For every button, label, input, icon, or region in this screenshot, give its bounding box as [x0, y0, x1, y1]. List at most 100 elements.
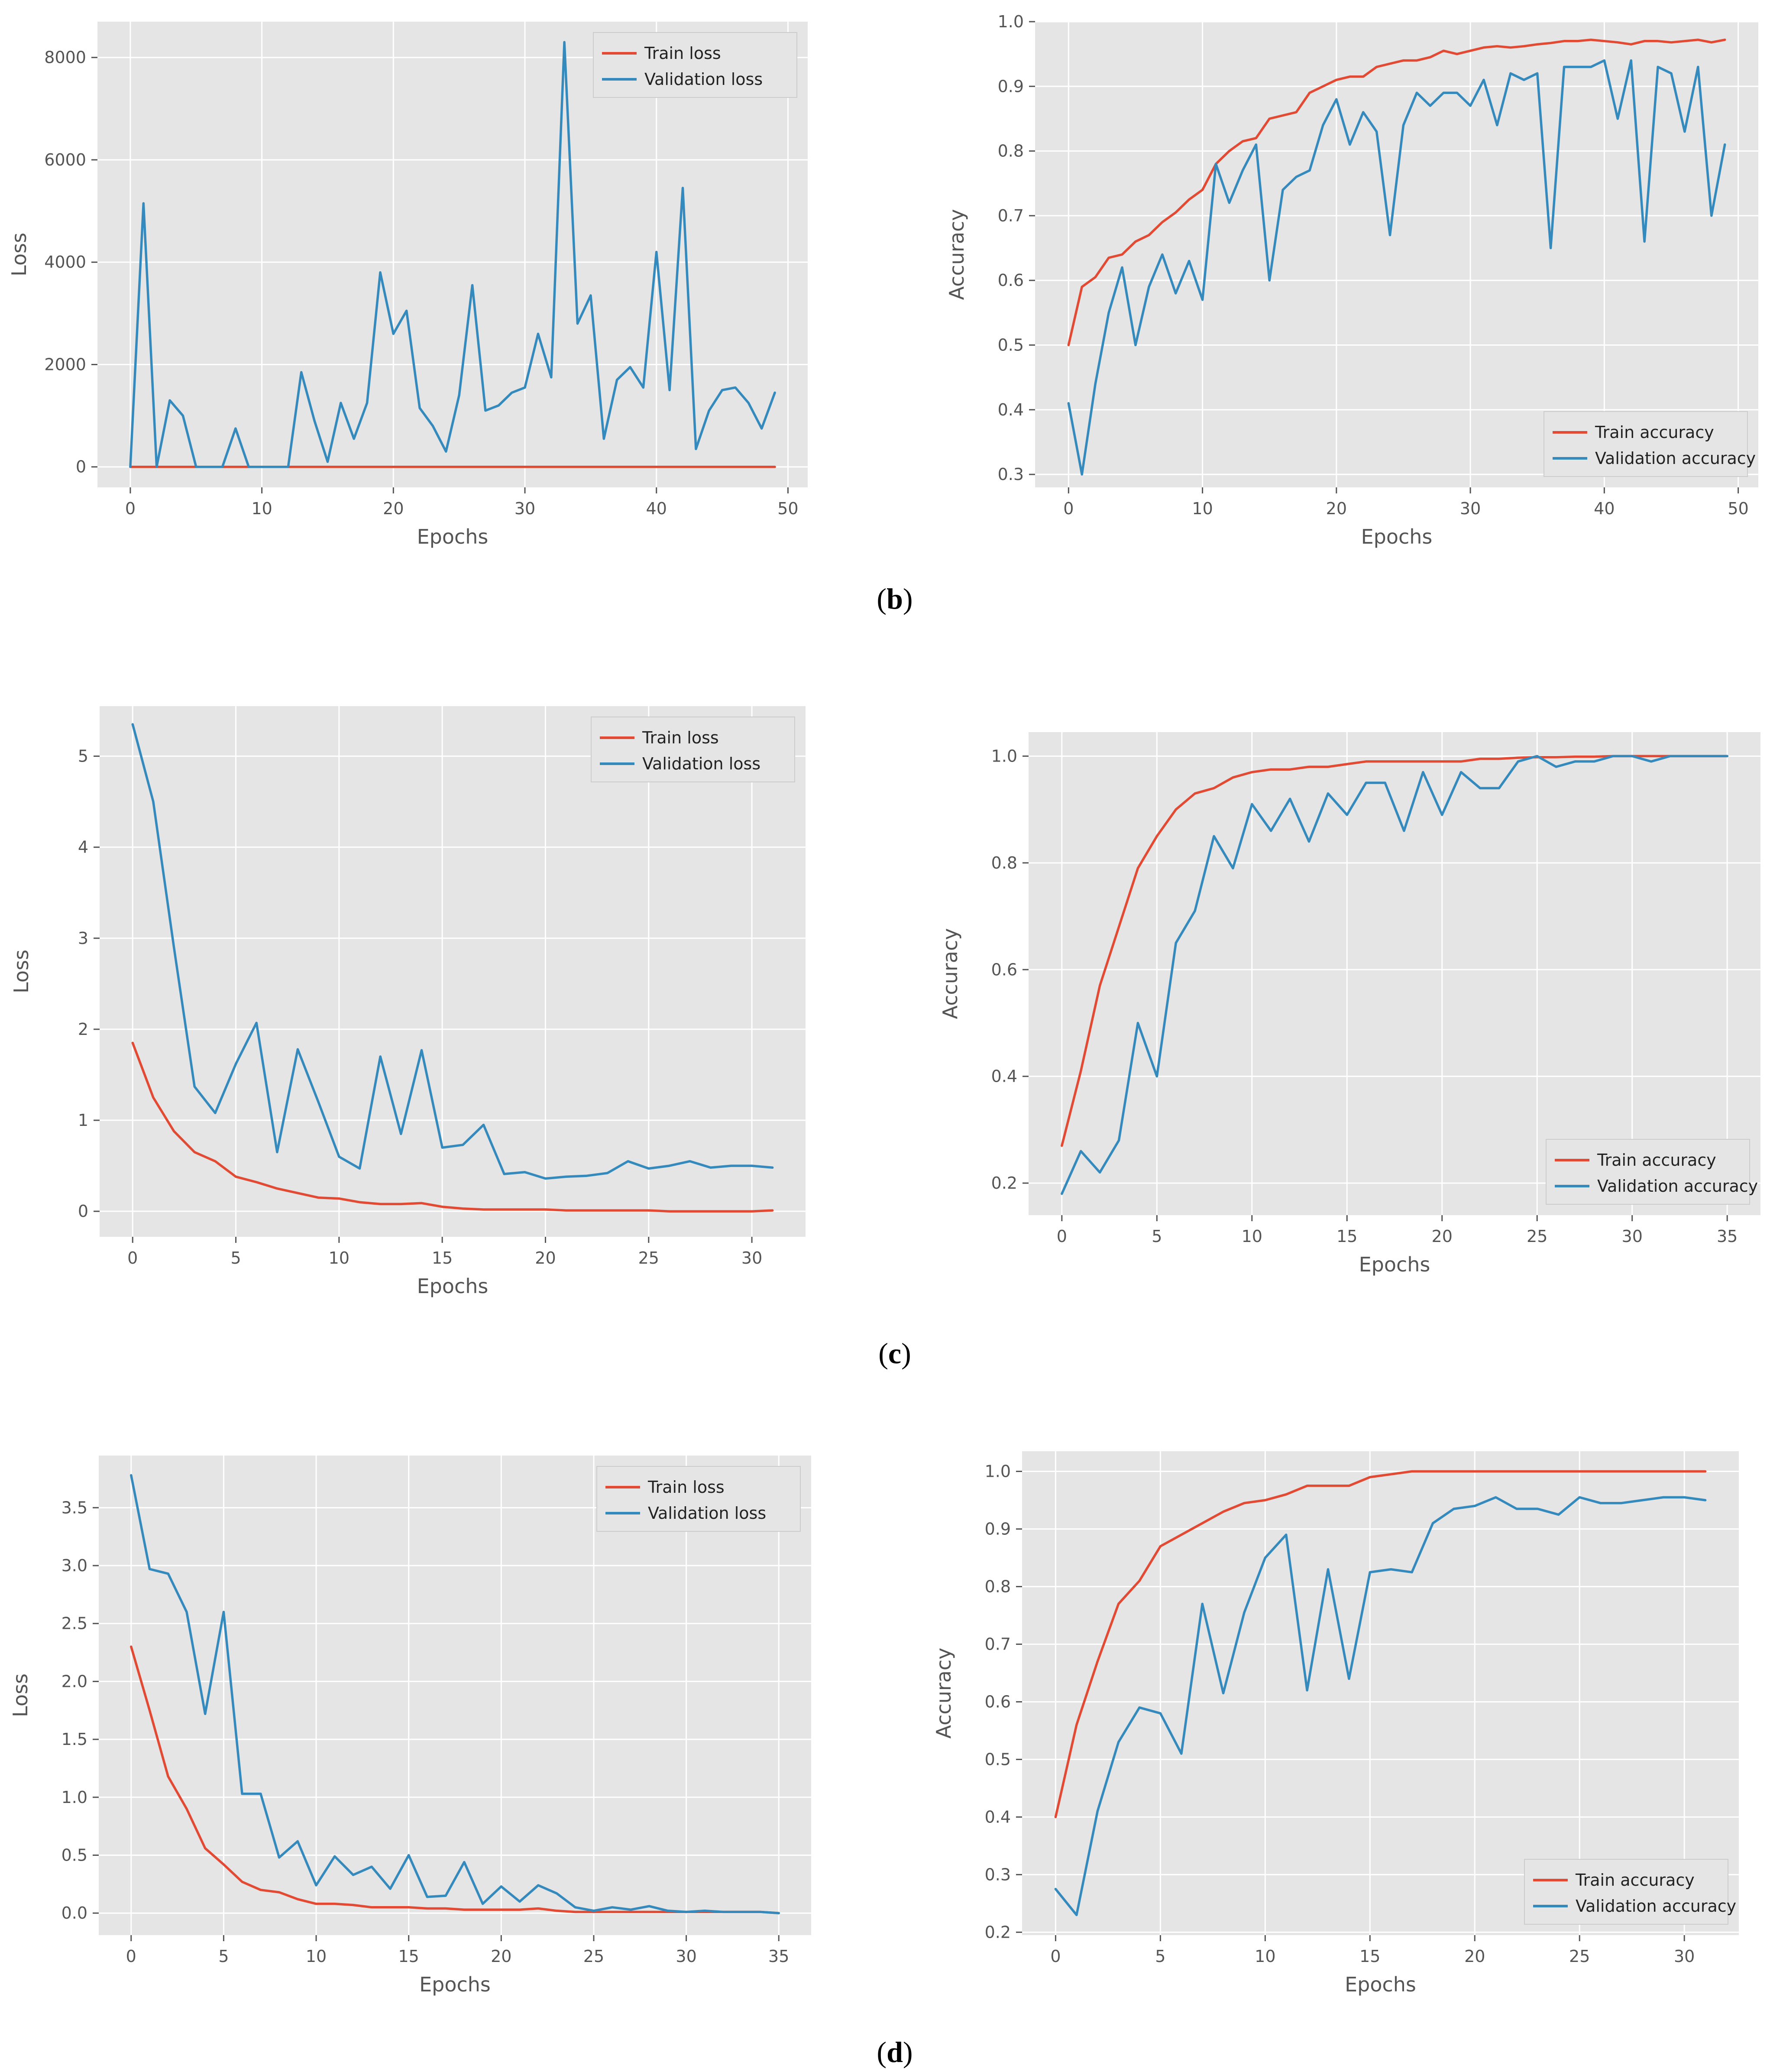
x-tick-label: 5: [1152, 1227, 1162, 1246]
x-tick-label: 30: [1674, 1947, 1695, 1966]
x-axis-title: Epochs: [1359, 1253, 1430, 1276]
legend: Train loss Validation loss: [591, 717, 795, 782]
legend-label: Train loss: [644, 44, 721, 63]
legend-label: Train accuracy: [1597, 1151, 1716, 1170]
plot-area: [1022, 1451, 1739, 1935]
chart-b-loss: 0 10 20 30 40 50 0 2000 4000 6000 8000 Epochs Loss Tr…: [7, 22, 808, 548]
legend-label: Train loss: [642, 728, 719, 747]
y-tick-label: 0.5: [998, 336, 1024, 355]
y-tick-label: 3.5: [61, 1498, 87, 1517]
y-tick-label: 1: [78, 1111, 88, 1130]
y-tick-label: 2000: [44, 355, 86, 374]
y-axis-title: Loss: [10, 950, 33, 993]
y-tick-label: 0.3: [985, 1865, 1011, 1884]
y-tick-label: 1.0: [991, 746, 1017, 765]
chart-d-acc: 0 5 10 15 20 25 30 0.2 0.3 0.4 0.5 0.6 0.7 0.8 0.9 1.0 E…: [932, 1451, 1739, 1996]
legend-label: Train accuracy: [1595, 423, 1714, 442]
y-tick-label: 0.7: [998, 206, 1024, 225]
y-tick-label: 0.5: [985, 1750, 1011, 1769]
legend-label: Validation accuracy: [1576, 1897, 1736, 1916]
y-tick-label: 6000: [44, 150, 86, 169]
train-accuracy-line: [1067, 39, 1726, 347]
y-tick-label: 0: [78, 1202, 88, 1221]
validation-loss-line: [129, 41, 776, 468]
x-tick-label: 40: [646, 499, 667, 518]
x-axis-title: Epochs: [1361, 525, 1433, 548]
y-tick-label: 4: [78, 838, 88, 857]
x-tick-label: 30: [676, 1947, 696, 1966]
y-tick-label: 0.9: [985, 1520, 1011, 1539]
x-tick-label: 15: [432, 1248, 453, 1268]
y-tick-label: 3: [78, 929, 88, 948]
x-tick-label: 50: [1728, 499, 1748, 518]
plot-area: [97, 22, 808, 487]
legend: Train accuracy Validation accuracy: [1546, 1139, 1758, 1205]
legend-box: [591, 717, 795, 782]
y-tick-label: 1.0: [61, 1788, 87, 1807]
x-tick-label: 15: [1336, 1227, 1357, 1246]
x-tick-label: 25: [1527, 1227, 1547, 1246]
validation-accuracy-line: [1061, 755, 1728, 1195]
x-tick-label: 0: [127, 1248, 138, 1268]
y-tick-label: 0.0: [61, 1903, 87, 1923]
y-tick-label: 3.0: [61, 1556, 87, 1575]
x-tick-label: 15: [398, 1947, 419, 1966]
y-tick-label: 2: [78, 1020, 88, 1039]
x-axis-title: Epochs: [1345, 1973, 1416, 1996]
charts-layer: 0 10 20 30 40 5002000400060008000EpochsLossTr…: [7, 12, 1760, 1996]
x-axis-title: Epochs: [417, 1274, 489, 1298]
y-tick-label: 0.6: [991, 960, 1017, 979]
y-axis-title: Accuracy: [938, 928, 962, 1019]
x-tick-label: 30: [741, 1248, 762, 1268]
x-tick-label: 10: [306, 1947, 327, 1966]
x-tick-label: 10: [251, 499, 272, 518]
y-tick-label: 0.6: [998, 271, 1024, 290]
y-tick-label: 8000: [44, 48, 86, 67]
y-tick-label: 0.4: [985, 1807, 1011, 1826]
y-tick-label: 1.0: [998, 12, 1024, 31]
x-tick-label: 5: [218, 1947, 229, 1966]
x-tick-label: 35: [768, 1947, 789, 1966]
plot-area: [100, 706, 806, 1237]
chart-d-loss: 0 5 10 15 20 25 30 35 0.0 0.5 1.0 1.5 2.0 2.5 3.0 3.5 Ep…: [9, 1456, 811, 1996]
y-axis-title: Accuracy: [945, 209, 968, 300]
x-tick-label: 20: [491, 1947, 511, 1966]
y-tick-label: 0.8: [985, 1577, 1011, 1596]
train-loss-line: [131, 1041, 774, 1213]
legend-label: Train loss: [647, 1478, 725, 1497]
y-tick-label: 0.5: [61, 1846, 87, 1865]
y-tick-label: 0: [76, 457, 86, 477]
x-tick-label: 15: [1359, 1947, 1380, 1966]
y-tick-label: 2.0: [61, 1672, 87, 1691]
y-tick-label: 1.0: [985, 1462, 1011, 1481]
legend: Train accuracy Validation accuracy: [1544, 411, 1756, 477]
x-tick-label: 20: [535, 1248, 556, 1268]
chart-b-acc: 0 10 20 30 40 50 0.3 0.4 0.5 0.6 0.7 0.8 0.9 1.0 Epoch…: [945, 12, 1758, 548]
x-axis-title: Epochs: [417, 525, 489, 548]
y-tick-label: 0.8: [998, 142, 1024, 161]
legend-label: Train accuracy: [1575, 1871, 1695, 1890]
x-tick-label: 25: [1569, 1947, 1590, 1966]
x-tick-label: 0: [125, 499, 136, 518]
y-tick-label: 0.4: [998, 400, 1024, 419]
validation-accuracy-line: [1067, 59, 1726, 476]
x-tick-label: 40: [1594, 499, 1615, 518]
x-tick-label: 25: [638, 1248, 659, 1268]
y-tick-label: 0.3: [998, 465, 1024, 484]
x-tick-label: 20: [1464, 1947, 1485, 1966]
x-tick-label: 0: [1050, 1947, 1061, 1966]
legend: Train loss Validation loss: [593, 32, 797, 98]
caption-d: (d): [877, 2036, 913, 2069]
legend-box: [1546, 1139, 1750, 1205]
validation-accuracy-line: [1054, 1496, 1707, 1916]
x-tick-label: 10: [1192, 499, 1213, 518]
validation-loss-line: [130, 1474, 780, 1914]
x-tick-label: 30: [515, 499, 535, 518]
legend-box: [596, 1466, 801, 1532]
x-tick-label: 25: [583, 1947, 604, 1966]
x-tick-label: 20: [1326, 499, 1347, 518]
validation-loss-line: [131, 723, 774, 1180]
y-tick-label: 0.7: [985, 1634, 1011, 1654]
x-tick-label: 0: [126, 1947, 136, 1966]
y-tick-label: 5: [78, 747, 88, 766]
